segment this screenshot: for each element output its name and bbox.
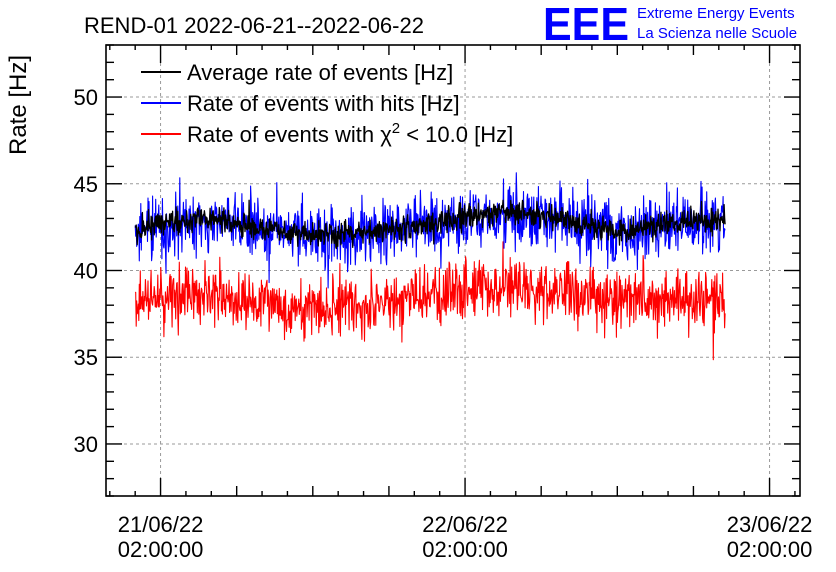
legend-label-chi2: Rate of events with χ2 < 10.0 [Hz] — [187, 120, 513, 147]
grid — [106, 45, 800, 496]
chart-title: REND-01 2022-06-21--2022-06-22 — [84, 13, 424, 38]
tick-labels: 303540455021/06/2202:00:0022/06/2202:00:… — [74, 85, 813, 562]
x-tick-time: 02:00:00 — [422, 537, 508, 562]
logo-letters: EEE — [543, 0, 629, 50]
y-tick-label: 50 — [74, 85, 98, 110]
legend: Average rate of events [Hz] Rate of even… — [141, 60, 513, 147]
x-tick-time: 02:00:00 — [727, 537, 813, 562]
series-line-average — [134, 199, 726, 250]
logo: EEE Extreme Energy Events La Scienza nel… — [543, 0, 797, 50]
legend-label-average: Average rate of events [Hz] — [187, 60, 453, 85]
y-tick-label: 30 — [74, 432, 98, 457]
x-tick-date: 21/06/22 — [118, 512, 204, 537]
series-line-chi2 — [134, 241, 726, 361]
axes — [105, 44, 801, 497]
legend-label-hits: Rate of events with hits [Hz] — [187, 91, 460, 116]
logo-line1: Extreme Energy Events — [637, 5, 795, 22]
y-tick-label: 35 — [74, 345, 98, 370]
x-tick-time: 02:00:00 — [118, 537, 204, 562]
series-group — [134, 172, 726, 361]
y-tick-label: 45 — [74, 172, 98, 197]
y-axis-label: Rate [Hz] — [5, 55, 32, 155]
x-tick-date: 22/06/22 — [422, 512, 508, 537]
logo-line2: La Scienza nelle Scuole — [637, 25, 797, 42]
y-tick-label: 40 — [74, 259, 98, 284]
x-tick-date: 23/06/22 — [727, 512, 813, 537]
